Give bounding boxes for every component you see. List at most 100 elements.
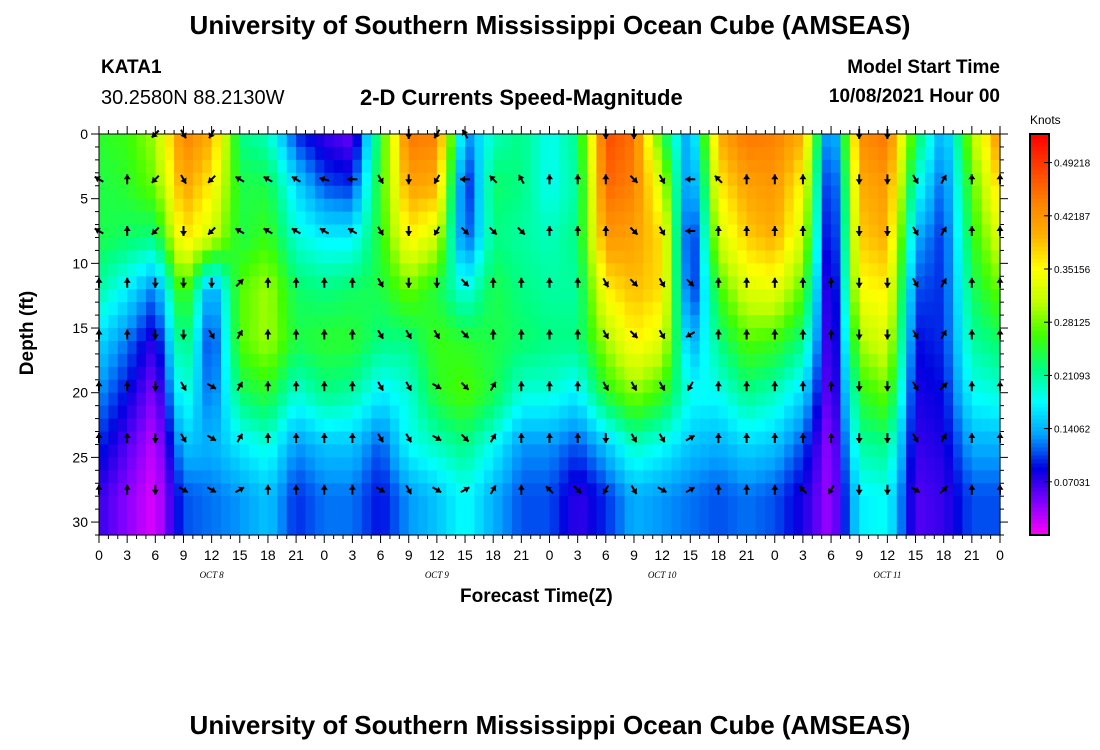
heatmap-cell [192, 379, 203, 394]
heatmap-cell [727, 237, 738, 252]
current-vector [460, 175, 470, 183]
heatmap-cell [493, 418, 504, 433]
current-vector [234, 227, 245, 235]
heatmap-cell [755, 444, 766, 458]
current-vector [460, 226, 470, 236]
x-tick-label: 3 [123, 547, 131, 563]
heatmap-cell [859, 185, 870, 200]
heatmap-cell [652, 185, 663, 200]
heatmap-cell [887, 470, 898, 484]
heatmap-cell [286, 366, 297, 381]
heatmap-cell [502, 328, 513, 342]
heatmap-cell [211, 159, 222, 174]
heatmap-cell [906, 302, 917, 316]
heatmap-cell [633, 483, 644, 497]
heatmap-cell [108, 470, 119, 484]
heatmap-cell [840, 483, 851, 497]
heatmap-cell [981, 522, 992, 536]
heatmap-cell [145, 198, 156, 213]
heatmap-cell [108, 444, 119, 458]
heatmap-cell [258, 483, 269, 497]
heatmap-cell [549, 276, 560, 290]
heatmap-cell [868, 379, 879, 394]
vector-head [883, 386, 891, 392]
heatmap-cell [962, 146, 973, 161]
vector-head [941, 486, 948, 493]
heatmap-cell [361, 496, 372, 510]
heatmap-cell [793, 496, 804, 510]
vector-head [883, 282, 891, 288]
heatmap-cell [408, 457, 419, 471]
current-vector [180, 329, 187, 340]
vector-head [489, 329, 497, 335]
heatmap-cell [352, 185, 363, 200]
vector-head [631, 332, 638, 338]
heatmap-cell [924, 483, 935, 497]
heatmap-cell [737, 353, 748, 368]
heatmap-cell [427, 379, 438, 394]
heatmap-cell [990, 159, 1001, 174]
heatmap-cell [493, 224, 504, 239]
heatmap-cell [446, 263, 457, 277]
vector-head [968, 484, 976, 490]
heatmap-cell [474, 211, 485, 226]
colorbar-segment [1030, 398, 1049, 404]
heatmap-cell [812, 276, 823, 290]
vector-head [181, 486, 188, 493]
vector-head [180, 177, 187, 184]
heatmap-cell [802, 353, 813, 368]
heatmap-cell [981, 276, 992, 290]
heatmap-cell [558, 315, 569, 329]
current-vector [433, 226, 441, 236]
heatmap-cell [436, 470, 447, 484]
heatmap-cell [99, 237, 109, 252]
heatmap-cell [183, 237, 194, 252]
heatmap-cell [136, 340, 147, 355]
heatmap-cell [793, 185, 804, 200]
heatmap-cell [155, 340, 166, 355]
heatmap-cell [145, 134, 156, 148]
heatmap-cell [399, 289, 410, 303]
heatmap-cell [249, 250, 260, 264]
heatmap-cell [906, 366, 917, 381]
heatmap-cell [802, 237, 813, 252]
heatmap-cell [371, 237, 382, 252]
heatmap-cell [596, 522, 607, 536]
heatmap-cell [202, 302, 213, 316]
heatmap-cell [389, 276, 400, 290]
heatmap-cell [333, 224, 344, 239]
day-label: OCT 8 [200, 570, 225, 580]
heatmap-cell [727, 470, 738, 484]
heatmap-cell [990, 185, 1001, 200]
heatmap-cell [821, 496, 832, 510]
current-vector [348, 329, 356, 340]
heatmap-cell [511, 470, 522, 484]
vector-head [405, 282, 413, 288]
heatmap-cell [371, 353, 382, 368]
heatmap-cell [502, 289, 513, 303]
heatmap-cell [831, 224, 842, 239]
heatmap-cell [258, 237, 269, 252]
current-vector [939, 381, 948, 391]
current-vector [546, 381, 553, 392]
heatmap-cell [605, 353, 616, 368]
heatmap-cell [831, 366, 842, 381]
heatmap-cell [221, 366, 231, 381]
heatmap-cell [784, 263, 795, 277]
heatmap-cell [549, 211, 560, 226]
heatmap-cell [418, 172, 429, 187]
current-vector [517, 174, 525, 185]
heatmap-cell [427, 134, 438, 148]
heatmap-cell [127, 159, 138, 174]
heatmap-cell [971, 405, 982, 420]
heatmap-cell [802, 405, 813, 420]
heatmap-cell [117, 353, 128, 368]
heatmap-cell [333, 509, 344, 523]
heatmap-cell [324, 263, 335, 277]
heatmap-cell [474, 146, 485, 161]
heatmap-cell [183, 509, 194, 523]
heatmap-cell [737, 366, 748, 381]
heatmap-cell [652, 457, 663, 471]
heatmap-cell [568, 418, 579, 433]
colorbar-segment [1030, 514, 1049, 520]
